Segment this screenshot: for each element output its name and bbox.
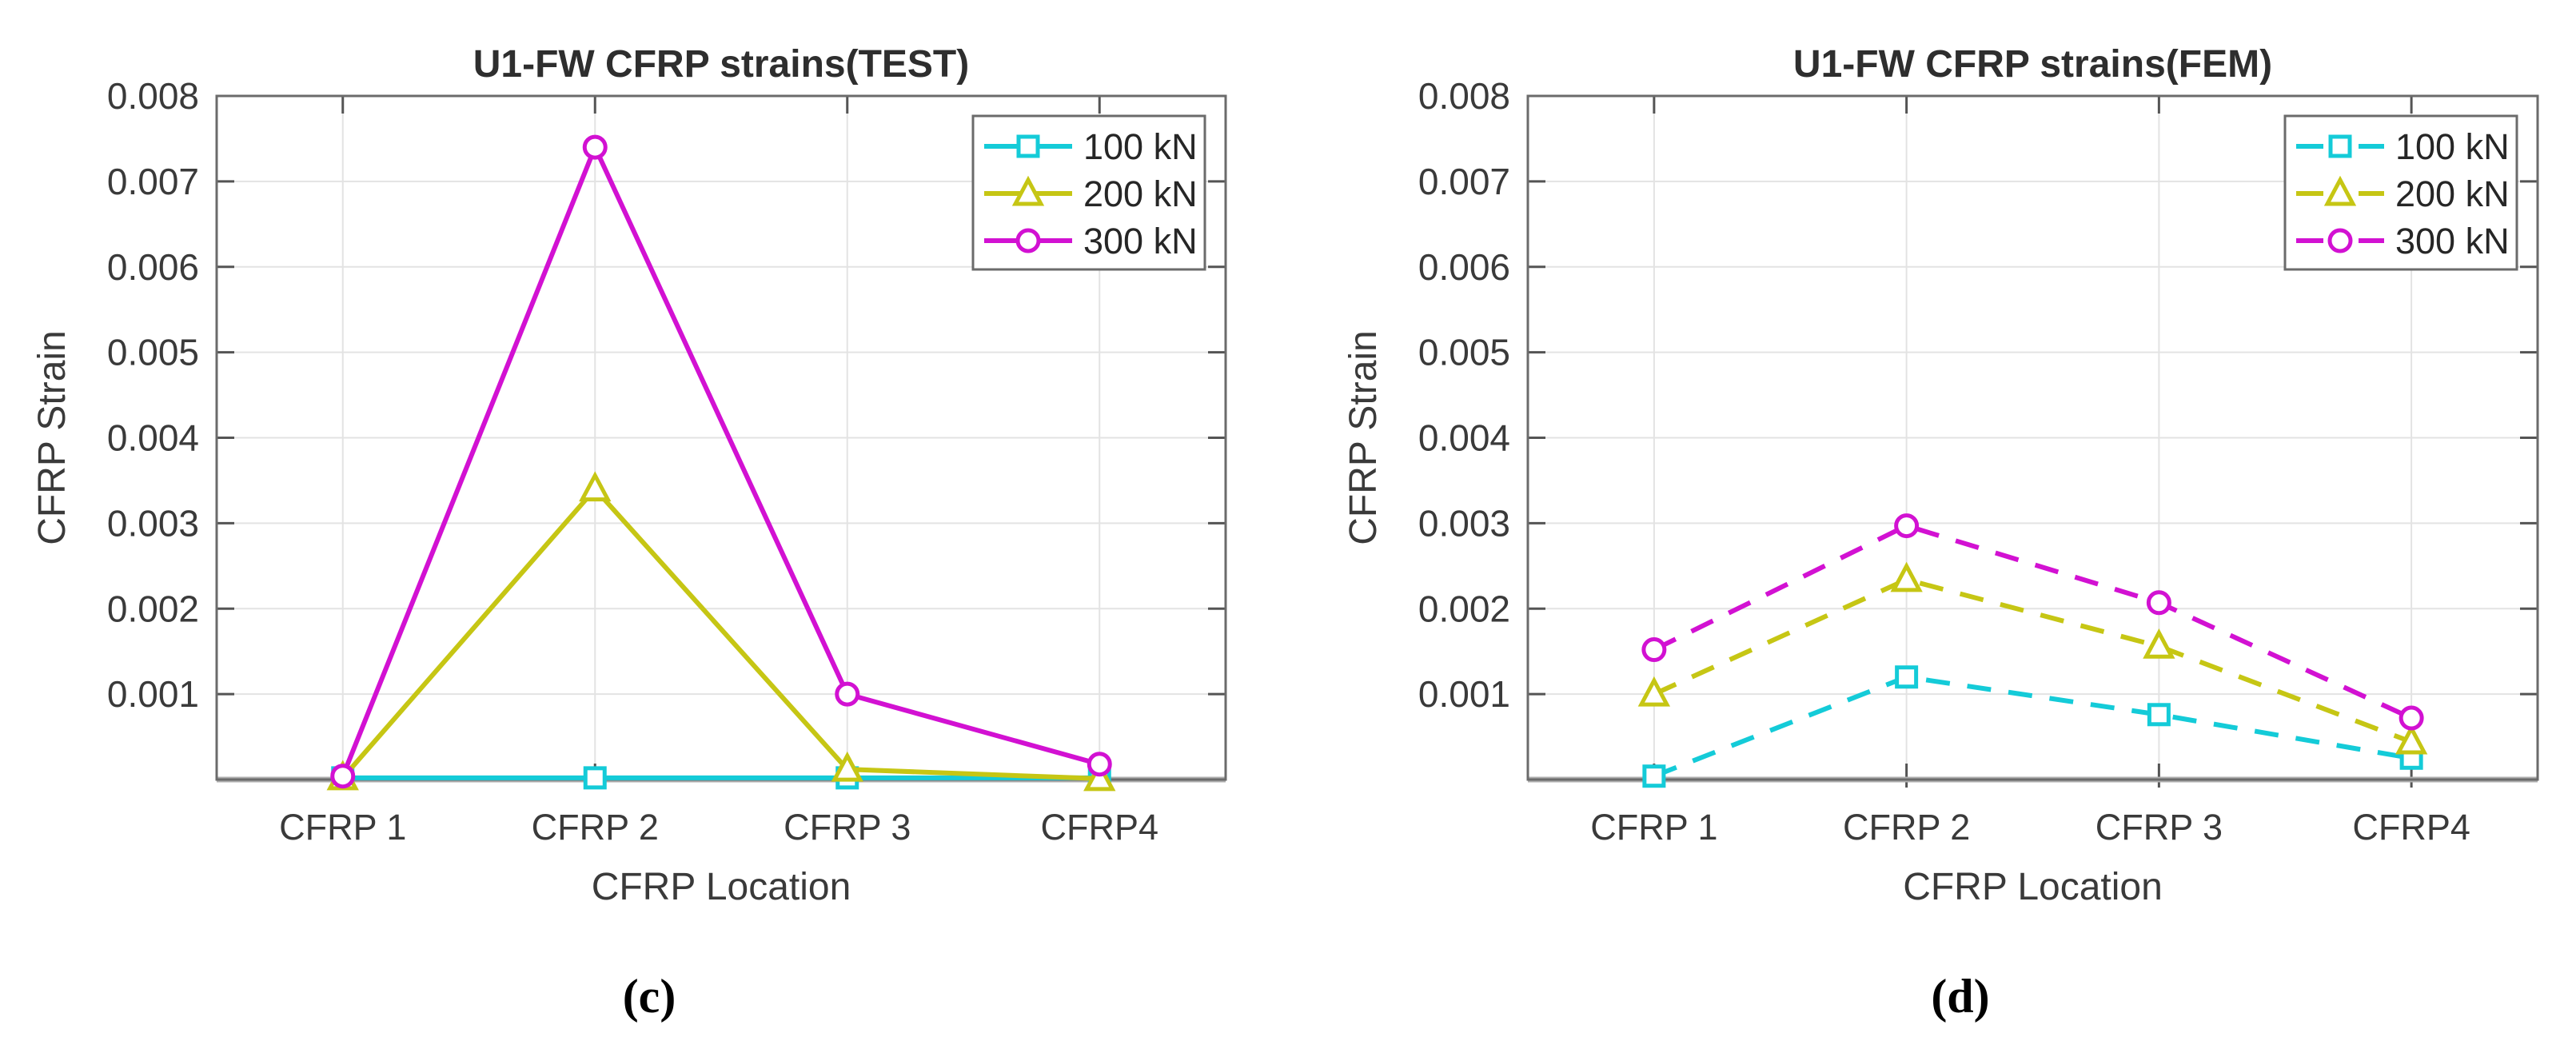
point-triangle-marker <box>579 471 612 502</box>
x-tick-label: CFRP 2 <box>532 807 659 848</box>
y-axis-label: CFRP Strain <box>1342 330 1385 545</box>
y-tick-label: 0.001 <box>1418 673 1510 715</box>
point-circle-marker <box>2146 590 2171 616</box>
legend-label: 200 kN <box>1083 174 1198 214</box>
point-circle-marker <box>330 764 356 789</box>
x-tick-label: CFRP4 <box>2352 807 2470 848</box>
legend: 100 kN 200 kN 300 kN <box>971 114 1206 271</box>
gridlines <box>1528 96 2538 780</box>
series-200kN <box>1637 561 2428 755</box>
x-tick-label: CFRP 2 <box>1843 807 1970 848</box>
point-triangle-marker <box>2395 724 2428 755</box>
point-triangle-marker <box>831 751 863 782</box>
point-square-marker <box>583 766 607 790</box>
subfigure-label-d: (d) <box>1931 970 1990 1023</box>
chart-test: U1-FW CFRP strains(TEST) CFRP Location CFR… <box>31 43 1227 908</box>
point-triangle-marker <box>1890 561 1923 592</box>
point-circle-marker <box>835 681 860 707</box>
point-circle-marker <box>1641 637 1667 663</box>
legend-entry-300kN: 300 kN <box>984 221 1198 261</box>
x-tick-label: CFRP4 <box>1040 807 1158 848</box>
point-square-marker <box>2147 703 2171 727</box>
point-circle-marker <box>582 134 608 160</box>
y-tick-label: 0.002 <box>107 588 199 629</box>
y-tick-label: 0.002 <box>1418 588 1510 629</box>
x-tick-label: CFRP 1 <box>1590 807 1717 848</box>
legend-circle-marker <box>2327 228 2353 253</box>
legend-circle-marker <box>1015 228 1041 253</box>
series-line <box>1653 674 2412 779</box>
series-300kN <box>330 134 1112 789</box>
legend-square-marker <box>1016 134 1040 158</box>
y-tick-label: 0.008 <box>107 75 199 117</box>
chart-title: U1-FW CFRP strains(FEM) <box>1793 43 2272 86</box>
chart-fem: U1-FW CFRP strains(FEM) CFRP Location CFRP… <box>1342 43 2539 908</box>
series-100kN <box>331 766 1111 790</box>
y-tick-label: 0.007 <box>107 161 199 202</box>
point-triangle-marker <box>2143 628 2175 659</box>
y-axis-label: CFRP Strain <box>31 330 74 545</box>
legend-label: 300 kN <box>1083 221 1198 261</box>
x-tick-label: CFRP 1 <box>279 807 406 848</box>
legend-label: 200 kN <box>2395 174 2510 214</box>
series-line <box>1653 576 2413 744</box>
y-tick-label: 0.003 <box>107 502 199 544</box>
legend-square-marker <box>2328 134 2352 158</box>
legend-box <box>2283 114 2518 271</box>
point-square-marker <box>1642 764 1666 788</box>
legend-entry-200kN: 200 kN <box>2296 174 2510 214</box>
y-tick-label: 0.005 <box>1418 332 1510 373</box>
plot-border <box>1526 94 2539 781</box>
x-tick-label: CFRP 3 <box>784 807 911 848</box>
x-axis-label: CFRP Location <box>592 866 851 908</box>
subfigure-label-c: (c) <box>622 970 676 1023</box>
y-tick-label: 0.003 <box>1418 502 1510 544</box>
point-circle-marker <box>1894 513 1920 539</box>
y-tick-label: 0.001 <box>107 673 199 715</box>
y-tick-label: 0.005 <box>107 332 199 373</box>
series-line <box>340 141 1101 777</box>
series-line <box>341 485 1100 781</box>
y-tick-label: 0.004 <box>1418 417 1510 459</box>
legend-label: 100 kN <box>1083 126 1198 167</box>
point-triangle-marker <box>1637 676 1671 707</box>
series-200kN <box>326 471 1116 792</box>
y-tick-label: 0.006 <box>107 246 199 288</box>
x-tick-label: CFRP 3 <box>2095 807 2223 848</box>
y-tick-label: 0.008 <box>1418 75 1510 117</box>
legend-label: 100 kN <box>2395 126 2510 167</box>
series-100kN <box>1642 665 2423 788</box>
point-triangle-marker <box>1083 760 1116 792</box>
legend-entry-100kN: 100 kN <box>984 126 1198 167</box>
legend-triangle-marker <box>2323 175 2357 206</box>
legend-label: 300 kN <box>2395 221 2510 261</box>
series-line <box>1653 523 2413 720</box>
point-circle-marker <box>2399 705 2424 731</box>
legend: 100 kN 200 kN 300 kN <box>2283 114 2518 271</box>
chart-title: U1-FW CFRP strains(TEST) <box>473 43 969 86</box>
axis-ticks <box>1528 94 2538 788</box>
legend-entry-200kN: 200 kN <box>984 174 1198 214</box>
legend-entry-100kN: 100 kN <box>2296 126 2510 167</box>
series-300kN <box>1641 513 2424 731</box>
y-tick-label: 0.007 <box>1418 161 1510 202</box>
legend-triangle-marker <box>1011 175 1045 206</box>
point-circle-marker <box>1087 752 1112 777</box>
y-tick-label: 0.006 <box>1418 246 1510 288</box>
y-tick-label: 0.004 <box>107 417 199 459</box>
x-axis-label: CFRP Location <box>1903 866 2163 908</box>
point-square-marker <box>1895 665 1919 689</box>
legend-entry-300kN: 300 kN <box>2296 221 2510 261</box>
